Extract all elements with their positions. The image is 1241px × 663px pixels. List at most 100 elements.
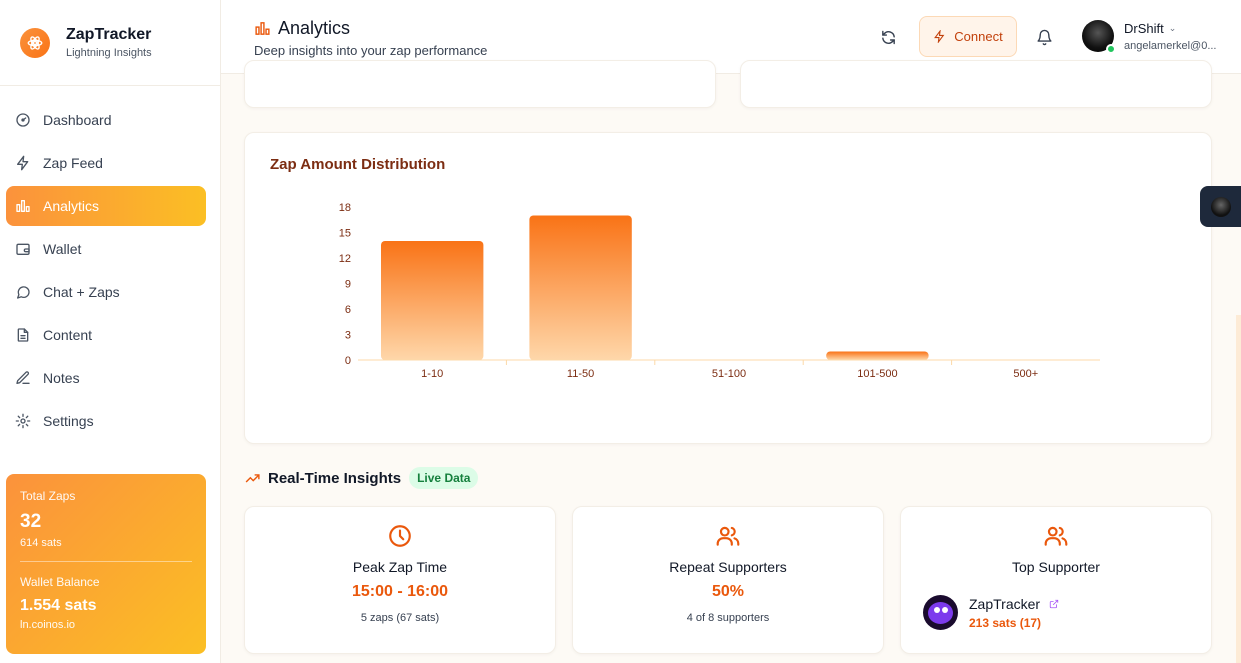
- top-supporter-entry[interactable]: ZapTracker 213 sats (17): [923, 595, 1059, 630]
- y-tick-label: 3: [345, 330, 351, 342]
- refresh-button[interactable]: [878, 27, 898, 47]
- floating-profile-tab[interactable]: [1200, 186, 1241, 227]
- repeat-supporters-value: 50%: [711, 583, 745, 600]
- top-supporter-sats: 213 sats (17): [969, 615, 1042, 630]
- chevron-down-icon: ⌄: [1168, 22, 1177, 33]
- wallet-balance-label: Wallet Balance: [20, 575, 100, 589]
- x-tick-label: 1-10: [421, 368, 443, 380]
- top-supporter-label: Top Supporter: [1012, 559, 1100, 575]
- sidebar-item-label: Wallet: [43, 241, 82, 257]
- total-zaps-label: Total Zaps: [20, 489, 76, 503]
- trending-up-icon: [245, 473, 260, 483]
- sidebar-item-label: Content: [43, 327, 93, 343]
- insights-header: Real-Time Insights Live Data: [244, 467, 479, 489]
- sidebar-item-analytics[interactable]: Analytics: [6, 186, 206, 226]
- zap-distribution-card: Zap Amount Distribution 0 3 6 9 12 15 18 1-10 1…: [244, 132, 1212, 444]
- refresh-icon: [881, 30, 895, 44]
- bar-101-500[interactable]: [826, 351, 929, 361]
- sidebar-item-label: Notes: [43, 370, 80, 386]
- insights-title: Real-Time Insights: [268, 469, 402, 487]
- sidebar-item-settings[interactable]: Settings: [6, 401, 206, 441]
- bar-chart-icon: [255, 22, 270, 35]
- connect-button-label: Connect: [954, 29, 1003, 44]
- user-name: DrShift ⌄: [1124, 21, 1217, 36]
- sidebar-item-zap-feed[interactable]: Zap Feed: [6, 143, 206, 183]
- peak-zap-time-card: Peak Zap Time 15:00 - 16:00 5 zaps (67 s…: [244, 506, 556, 654]
- external-link-icon[interactable]: [1049, 599, 1059, 609]
- live-data-badge: Live Data: [409, 467, 479, 489]
- repeat-supporters-card: Repeat Supporters 50% 4 of 8 supporters: [572, 506, 884, 654]
- top-supporter-card: Top Supporter ZapTracker 213 sats (17): [900, 506, 1212, 654]
- gear-icon: [15, 413, 31, 429]
- sidebar-item-label: Dashboard: [43, 112, 112, 128]
- peak-zap-time-note: 5 zaps (67 sats): [360, 612, 440, 624]
- sidebar-item-notes[interactable]: Notes: [6, 358, 206, 398]
- wallet-host: ln.coinos.io: [20, 619, 76, 631]
- page-subtitle: Deep insights into your zap performance: [254, 43, 488, 58]
- bar-1-10[interactable]: [381, 241, 484, 360]
- sidebar: ZapTracker Lightning Insights Dashboard …: [0, 0, 221, 663]
- total-zaps-sats: 614 sats: [20, 537, 62, 549]
- notifications-button[interactable]: [1034, 27, 1054, 47]
- y-tick-label: 0: [345, 355, 351, 367]
- peak-zap-time-label: Peak Zap Time: [352, 559, 448, 575]
- zap-icon: [15, 155, 31, 171]
- page-title: Analytics: [254, 18, 350, 39]
- sidebar-item-content[interactable]: Content: [6, 315, 206, 355]
- total-zaps-value: 32: [20, 511, 42, 532]
- sidebar-item-label: Settings: [43, 413, 94, 429]
- y-tick-label: 9: [345, 279, 351, 291]
- bar-chart-icon: [15, 198, 31, 214]
- online-status-icon: [1106, 44, 1116, 54]
- bar-11-50[interactable]: [529, 215, 632, 361]
- user-menu[interactable]: DrShift ⌄ angelamerkel@0...: [1082, 20, 1217, 54]
- clock-icon: [389, 525, 411, 547]
- avatar: [1082, 20, 1116, 54]
- chat-icon: [15, 284, 31, 300]
- sidebar-item-label: Analytics: [43, 198, 100, 214]
- gauge-icon: [15, 112, 31, 128]
- repeat-supporters-label: Repeat Supporters: [669, 559, 787, 575]
- peak-zap-time-value: 15:00 - 16:00: [351, 583, 449, 600]
- brand-name: ZapTracker: [66, 26, 152, 43]
- top-supporter-name: ZapTracker: [969, 596, 1059, 612]
- sidebar-item-chat-zaps[interactable]: Chat + Zaps: [6, 272, 206, 312]
- edit-icon: [15, 370, 31, 386]
- avatar: [1210, 196, 1231, 217]
- zaptracker-logo-icon: [20, 27, 50, 58]
- scrollbar[interactable]: [1236, 315, 1241, 663]
- users-icon: [1044, 526, 1068, 546]
- y-tick-label: 18: [339, 202, 351, 214]
- user-email: angelamerkel@0...: [1124, 39, 1217, 52]
- y-tick-label: 12: [339, 253, 351, 265]
- bell-icon: [1036, 29, 1052, 45]
- sidebar-nav: Dashboard Zap Feed Analytics Wallet Chat…: [6, 100, 206, 444]
- document-icon: [15, 327, 31, 343]
- stats-card: Total Zaps 32 614 sats Wallet Balance 1.…: [6, 474, 206, 654]
- x-tick-label: 101-500: [857, 368, 897, 380]
- zap-icon: [934, 30, 945, 43]
- users-icon: [716, 526, 740, 546]
- brand: ZapTracker Lightning Insights: [0, 0, 220, 86]
- sidebar-item-dashboard[interactable]: Dashboard: [6, 100, 206, 140]
- chart-title: Zap Amount Distribution: [270, 156, 446, 173]
- summary-card-right: [740, 60, 1212, 108]
- avatar: [923, 595, 958, 630]
- repeat-supporters-note: 4 of 8 supporters: [686, 612, 770, 624]
- y-tick-label: 15: [339, 228, 351, 240]
- x-tick-label: 51-100: [712, 368, 746, 380]
- zap-distribution-chart: 0 3 6 9 12 15 18 1-10 11-50 51-100 101-500 500+: [339, 202, 1100, 380]
- brand-tagline: Lightning Insights: [66, 47, 152, 59]
- summary-card-left: [244, 60, 716, 108]
- x-tick-label: 500+: [1013, 368, 1038, 380]
- user-name-text: DrShift: [1124, 20, 1164, 36]
- sidebar-item-label: Zap Feed: [43, 155, 103, 171]
- stats-divider: [20, 561, 192, 562]
- sidebar-item-label: Chat + Zaps: [43, 284, 120, 300]
- connect-button[interactable]: Connect: [919, 16, 1017, 57]
- page-title-text: Analytics: [278, 18, 351, 38]
- sidebar-item-wallet[interactable]: Wallet: [6, 229, 206, 269]
- wallet-icon: [15, 241, 31, 257]
- y-tick-label: 6: [345, 304, 351, 316]
- top-supporter-name-text: ZapTracker: [969, 595, 1041, 612]
